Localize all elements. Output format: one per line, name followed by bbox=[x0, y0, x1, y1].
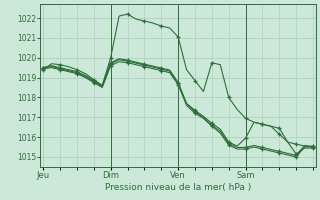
X-axis label: Pression niveau de la mer( hPa ): Pression niveau de la mer( hPa ) bbox=[105, 183, 251, 192]
